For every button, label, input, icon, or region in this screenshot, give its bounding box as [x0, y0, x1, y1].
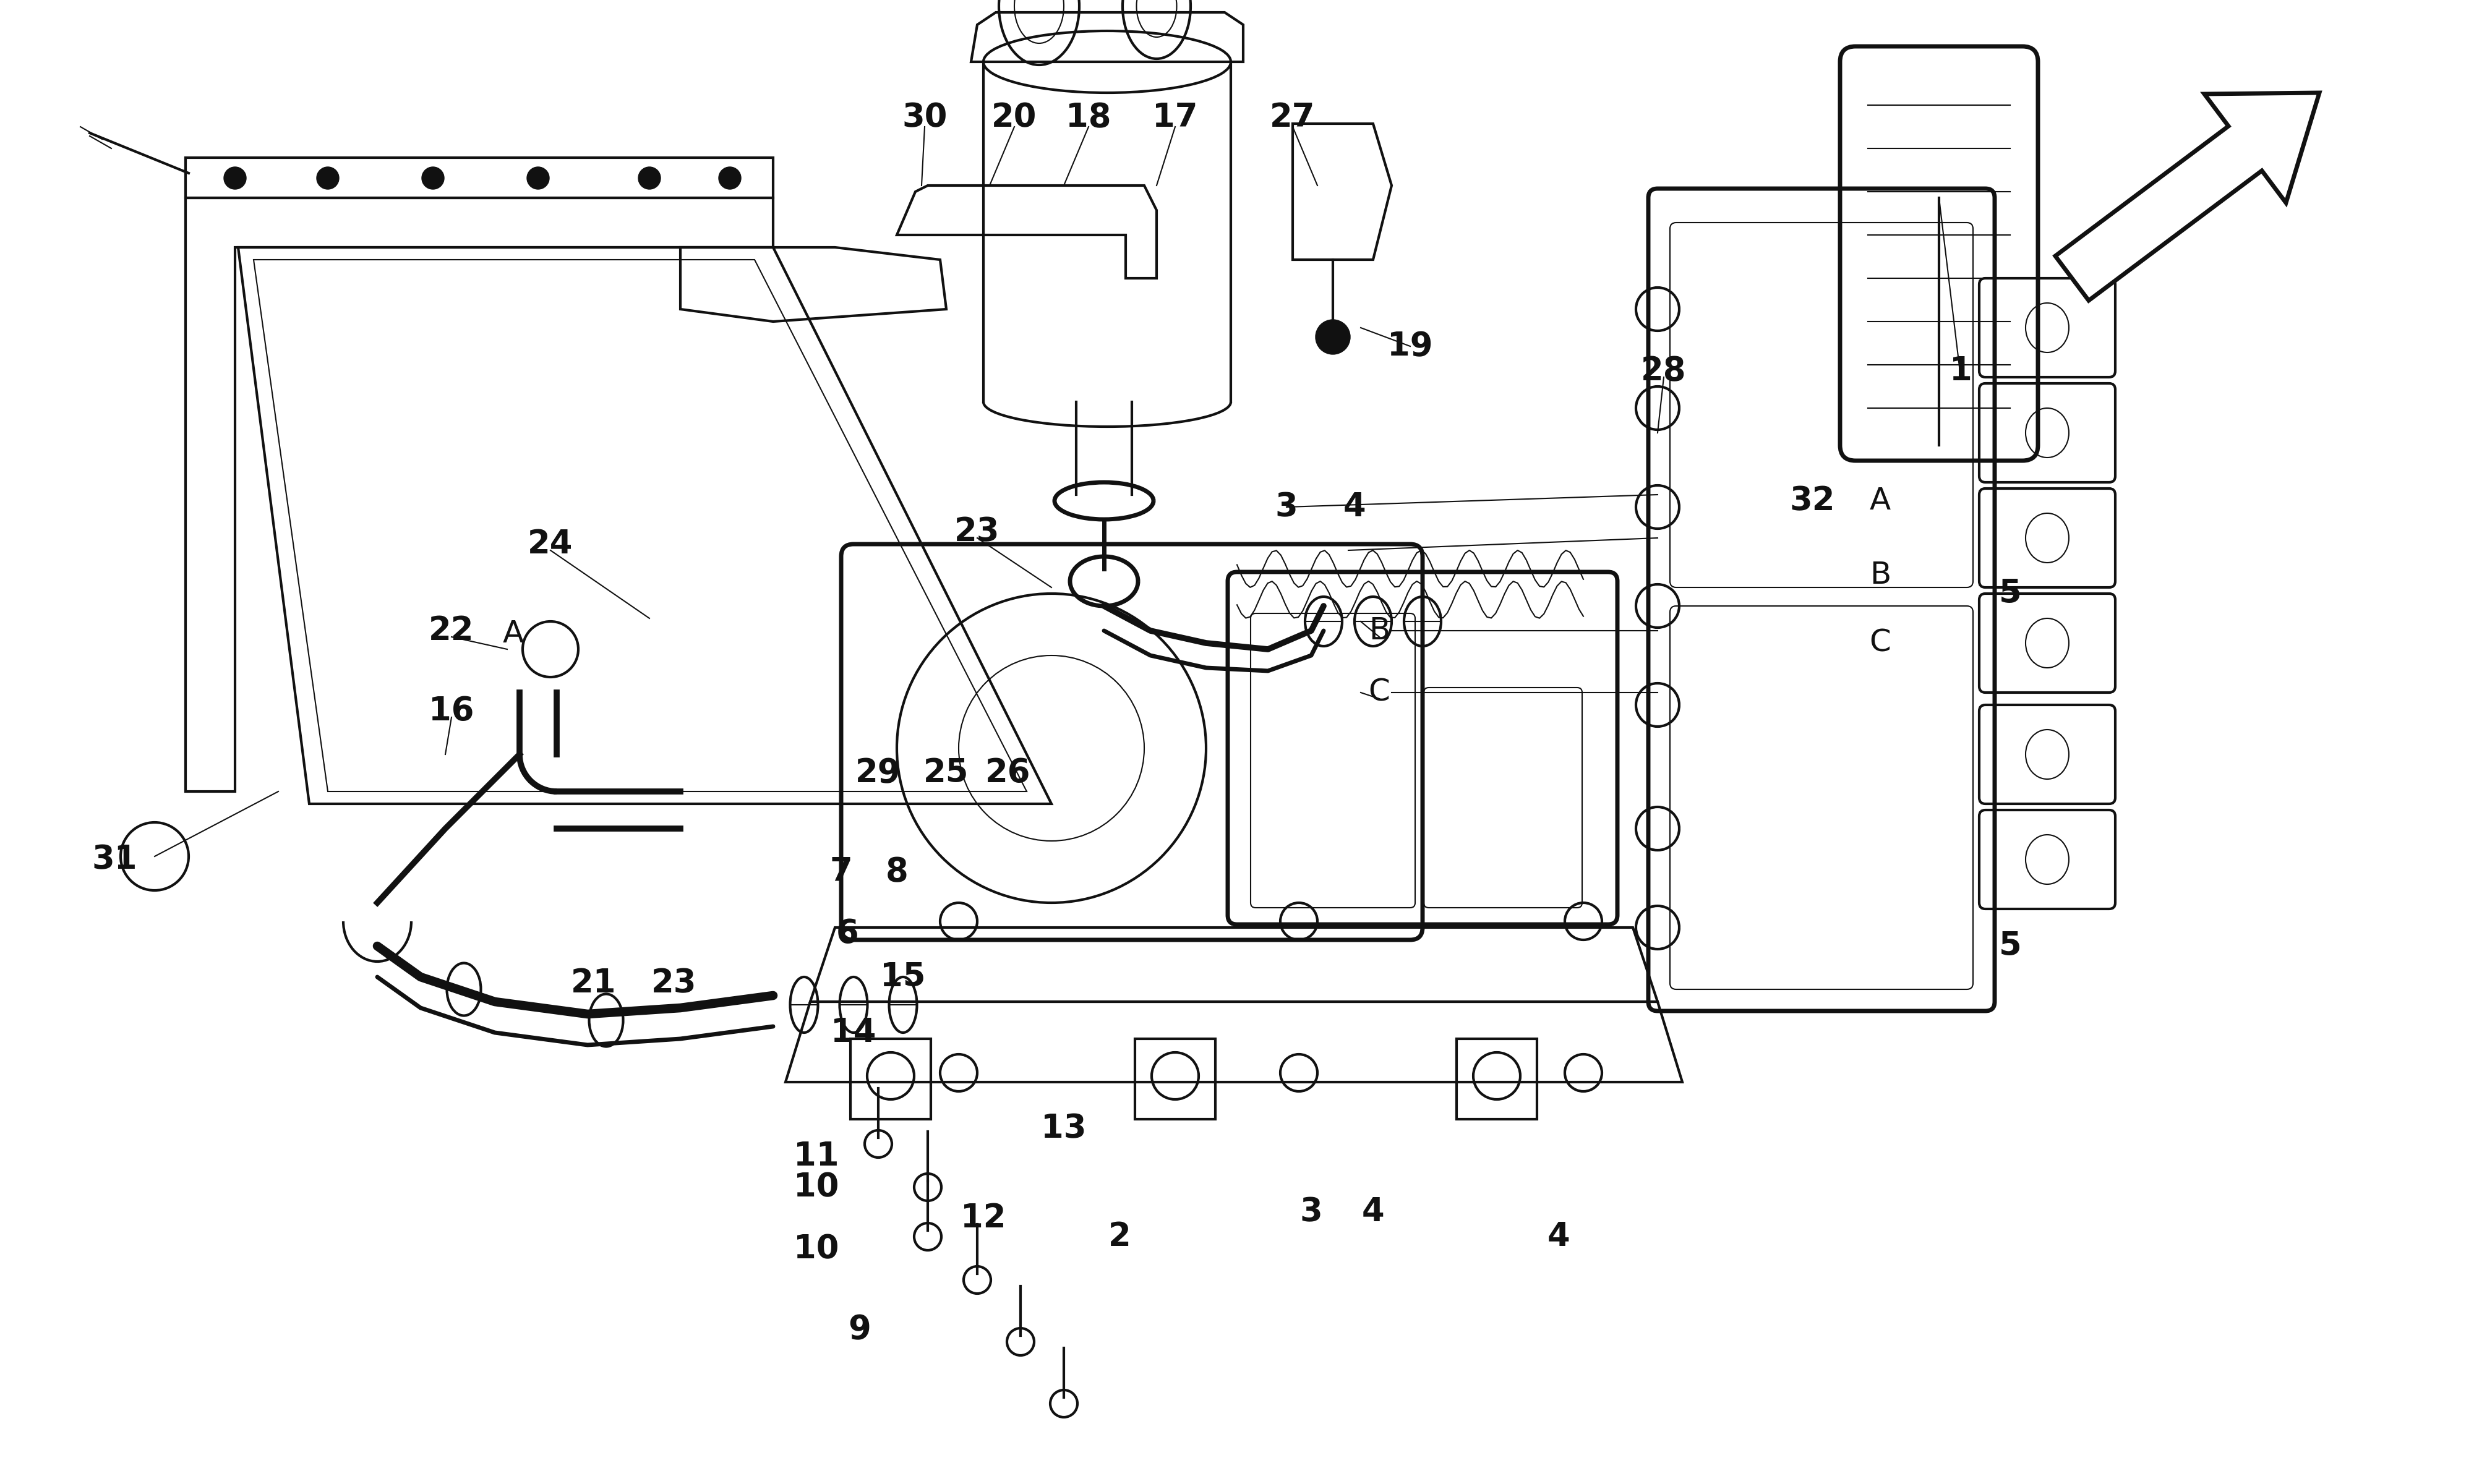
Text: 11: 11 — [794, 1140, 839, 1172]
Text: 5: 5 — [1999, 577, 2021, 610]
Text: A: A — [502, 619, 524, 649]
Text: 32: 32 — [1789, 485, 1836, 516]
Text: 12: 12 — [960, 1202, 1007, 1235]
Text: 29: 29 — [856, 757, 901, 789]
Text: 1: 1 — [1950, 355, 1972, 387]
Circle shape — [1316, 319, 1351, 355]
Text: A: A — [1870, 485, 1890, 515]
Text: B: B — [1368, 616, 1390, 646]
Text: 4: 4 — [1546, 1220, 1571, 1252]
Text: C: C — [1870, 628, 1890, 657]
Text: B: B — [1870, 559, 1890, 589]
Text: C: C — [1368, 678, 1390, 708]
Circle shape — [638, 166, 661, 188]
Circle shape — [527, 166, 549, 188]
Text: 10: 10 — [794, 1233, 839, 1264]
Text: 3: 3 — [1274, 491, 1299, 522]
Text: 31: 31 — [92, 843, 136, 876]
Text: 20: 20 — [992, 101, 1037, 134]
Polygon shape — [2056, 92, 2321, 300]
Text: 9: 9 — [849, 1313, 871, 1346]
Text: 23: 23 — [955, 515, 999, 548]
Text: 27: 27 — [1269, 101, 1316, 134]
Text: 22: 22 — [428, 614, 475, 647]
Text: 21: 21 — [571, 968, 616, 999]
Text: 4: 4 — [1343, 491, 1366, 522]
Text: 17: 17 — [1153, 101, 1197, 134]
Circle shape — [717, 166, 742, 188]
Text: 19: 19 — [1388, 329, 1432, 362]
Text: 10: 10 — [794, 1171, 839, 1204]
Text: 6: 6 — [836, 917, 858, 950]
Circle shape — [317, 166, 339, 188]
Text: 4: 4 — [1361, 1196, 1385, 1229]
Text: 7: 7 — [829, 856, 854, 887]
Text: 14: 14 — [831, 1017, 876, 1049]
Text: 30: 30 — [903, 101, 948, 134]
Text: 13: 13 — [1042, 1113, 1086, 1144]
Text: 15: 15 — [881, 962, 925, 993]
Text: 18: 18 — [1066, 101, 1111, 134]
Text: 26: 26 — [985, 757, 1032, 789]
Text: 23: 23 — [651, 968, 698, 999]
Circle shape — [223, 166, 247, 188]
Text: 5: 5 — [1999, 930, 2021, 962]
Text: 2: 2 — [1108, 1220, 1131, 1252]
Text: 25: 25 — [923, 757, 970, 789]
Text: 16: 16 — [428, 695, 475, 727]
Text: 8: 8 — [886, 856, 908, 887]
Text: 24: 24 — [527, 528, 574, 559]
Text: 28: 28 — [1640, 355, 1687, 387]
Text: 3: 3 — [1299, 1196, 1324, 1229]
Circle shape — [421, 166, 445, 188]
